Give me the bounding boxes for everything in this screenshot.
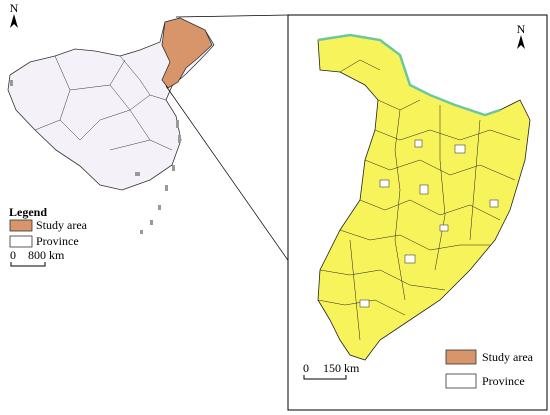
scale-bar: 0 800 km bbox=[10, 248, 65, 267]
legend-swatch bbox=[445, 373, 477, 389]
province-borders bbox=[34, 55, 173, 151]
china-map bbox=[7, 17, 215, 234]
scale-label: 150 km bbox=[323, 361, 360, 375]
legend: Study area Province bbox=[445, 349, 534, 389]
north-arrow: N bbox=[10, 1, 19, 28]
scale-bar: 0 150 km bbox=[303, 361, 360, 380]
scale-label: 800 km bbox=[28, 248, 65, 262]
connector-line bbox=[175, 14, 289, 18]
province-borders bbox=[54, 55, 167, 141]
study-area bbox=[161, 17, 213, 89]
islands bbox=[10, 80, 181, 234]
north-label: N bbox=[517, 22, 526, 36]
legend: Legend Study area Province bbox=[9, 205, 88, 248]
legend-swatch bbox=[9, 219, 33, 232]
legend-label: Province bbox=[482, 374, 525, 388]
north-arrow-icon bbox=[10, 14, 18, 28]
holes bbox=[359, 139, 499, 308]
scale-line bbox=[303, 375, 347, 380]
north-arrow: N bbox=[517, 22, 526, 49]
study-area-map bbox=[317, 33, 531, 361]
legend-label: Province bbox=[36, 234, 79, 248]
scale-label: 0 bbox=[303, 361, 309, 375]
legend-label: Study area bbox=[482, 350, 534, 364]
scale-label: 0 bbox=[10, 248, 16, 262]
north-arrow-icon bbox=[517, 35, 525, 49]
legend-label: Study area bbox=[36, 218, 88, 232]
legend-swatch bbox=[445, 349, 477, 365]
county-borders bbox=[317, 59, 521, 341]
legend-title: Legend bbox=[9, 205, 47, 219]
legend-swatch bbox=[9, 235, 33, 248]
north-label: N bbox=[10, 1, 19, 15]
boundary bbox=[317, 33, 501, 117]
scale-line bbox=[10, 262, 46, 267]
